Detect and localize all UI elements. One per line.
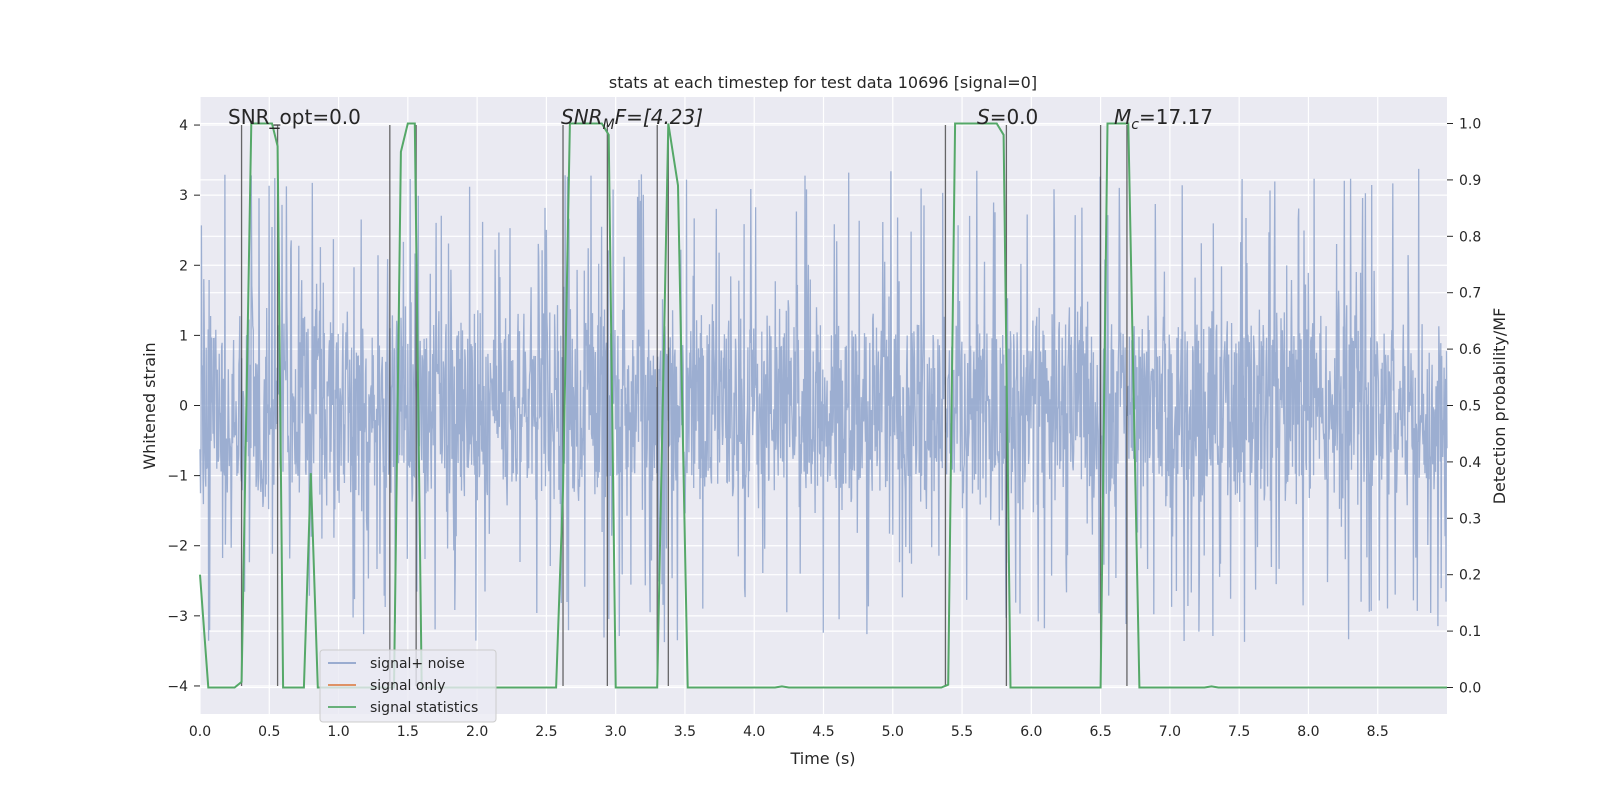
y2-tick-label: 0.6 (1459, 342, 1481, 358)
y2-tick-label: 0.2 (1459, 568, 1481, 584)
x-tick-label: 6.5 (1089, 724, 1111, 740)
y2-tick-label: 0.3 (1459, 511, 1481, 527)
annotation-mc: Mc=17.17 (1114, 105, 1213, 133)
signal-noise-line (199, 168, 1448, 643)
legend-label-signal-statistics: signal statistics (370, 700, 478, 716)
y2-axis-ticks: 1.0 0.9 0.8 0.7 0.6 0.5 0.4 0.3 0.2 0.1 0.0 (1447, 117, 1481, 696)
y2-tick-label: 0.9 (1459, 173, 1481, 189)
x-tick-label: 7.0 (1159, 724, 1181, 740)
legend: signal+ noise signal only signal statist… (319, 649, 497, 723)
legend-box (319, 649, 497, 723)
y-tick-label: 3 (179, 188, 188, 204)
y2-tick-label: 0.7 (1459, 286, 1481, 302)
annotation-snr-opt: SNR_opt=0.0 (228, 105, 361, 129)
x-tick-label: 1.5 (397, 724, 419, 740)
x-tick-label: 0.5 (258, 724, 280, 740)
y-tick-label: −1 (167, 469, 188, 485)
legend-label-signal-noise: signal+ noise (370, 656, 465, 672)
y2-tick-label: 0.0 (1459, 680, 1481, 696)
annotation-mc-main: M (1114, 105, 1131, 129)
legend-label-signal-only: signal only (370, 678, 445, 694)
x-tick-label: 8.0 (1297, 724, 1319, 740)
y2-tick-label: 0.4 (1459, 455, 1481, 471)
y-tick-label: 1 (179, 328, 188, 344)
annotation-s: S=0.0 (977, 105, 1038, 129)
x-axis-ticks: 0.0 0.5 1.0 1.5 2.0 2.5 3.0 3.5 4.0 4.5 5.0 5.5 6.0 6… (189, 724, 1389, 740)
annotation-snr-mf-sub: M (603, 117, 615, 133)
x-tick-label: 0.0 (189, 724, 211, 740)
y2-tick-label: 0.5 (1459, 399, 1481, 415)
x-tick-label: 5.0 (882, 724, 904, 740)
x-tick-label: 7.5 (1228, 724, 1250, 740)
y-axis-label: Whitened strain (140, 342, 159, 469)
y-tick-label: 4 (179, 118, 188, 134)
x-tick-label: 8.5 (1367, 724, 1389, 740)
y2-tick-label: 0.1 (1459, 624, 1481, 640)
annotation-mc-rest: =17.17 (1139, 105, 1213, 129)
annotation-snr-mf: SNRMF=[4.23] (561, 105, 703, 133)
y2-axis-label: Detection probability/MF (1490, 308, 1509, 505)
annotation-snr-mf-main: SNR (561, 105, 603, 129)
y2-tick-label: 0.8 (1459, 229, 1481, 245)
y-tick-label: 0 (179, 399, 188, 415)
y-tick-label: 2 (179, 258, 188, 274)
annotation-s-rest: =0.0 (990, 105, 1039, 129)
x-tick-label: 4.5 (812, 724, 834, 740)
x-tick-label: 3.5 (674, 724, 696, 740)
x-tick-label: 5.5 (951, 724, 973, 740)
x-tick-label: 1.0 (327, 724, 349, 740)
x-tick-label: 2.5 (535, 724, 557, 740)
signal-noise-series (199, 168, 1448, 643)
y-tick-label: −3 (167, 609, 188, 625)
x-tick-label: 6.0 (1020, 724, 1042, 740)
y-tick-label: −2 (167, 539, 188, 555)
signal-statistics-line (199, 122, 1447, 689)
x-tick-label: 2.0 (466, 724, 488, 740)
chart-title: stats at each timestep for test data 106… (609, 73, 1037, 92)
x-axis-label: Time (s) (789, 749, 855, 768)
annotation-s-main: S (977, 105, 990, 129)
x-tick-label: 3.0 (605, 724, 627, 740)
annotation-snr-mf-rest: F=[4.23] (615, 105, 703, 129)
x-tick-label: 4.0 (743, 724, 765, 740)
annotation-mc-sub: c (1131, 117, 1139, 133)
y2-tick-label: 1.0 (1459, 117, 1481, 133)
signal-statistics-series (199, 122, 1447, 689)
y-tick-label: −4 (167, 679, 188, 695)
y-axis-ticks: 4 3 2 1 0 −1 −2 −3 −4 (167, 118, 200, 695)
